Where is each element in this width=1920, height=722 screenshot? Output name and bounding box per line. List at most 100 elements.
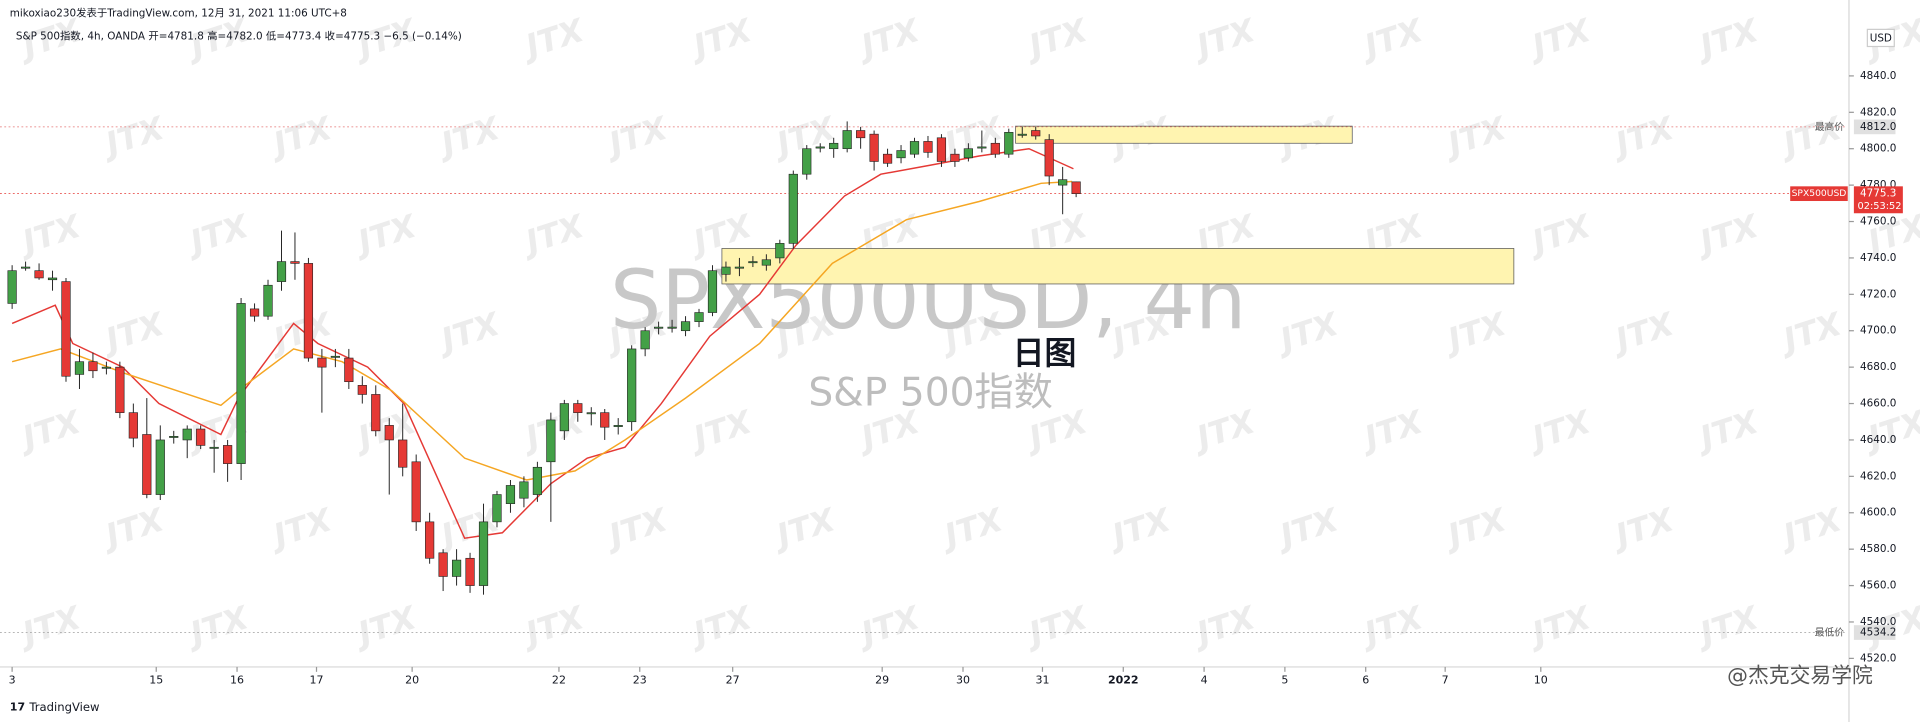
candle-body	[842, 130, 852, 150]
brand: TradingView	[28, 700, 99, 714]
candle-body	[1044, 139, 1054, 177]
candle-body	[61, 281, 71, 377]
candle-body	[47, 277, 58, 281]
candle-body	[276, 261, 287, 282]
candle-body	[546, 419, 556, 463]
candle-body	[344, 357, 354, 383]
candle-body	[34, 270, 44, 279]
candle-body	[519, 481, 529, 499]
symbol-box	[1790, 186, 1848, 202]
x-tick-label: 30	[956, 673, 970, 686]
credit: @杰克交易学院	[1727, 664, 1873, 688]
candle-body	[1058, 179, 1068, 186]
candle-body	[707, 270, 718, 313]
countdown: 02:53:52	[1858, 201, 1902, 212]
candle-body	[640, 330, 650, 350]
candle-body	[263, 284, 273, 317]
candle-body	[775, 243, 785, 259]
candle-body	[492, 494, 502, 523]
x-tick-label: 16	[230, 673, 244, 686]
x-tick-label: 10	[1534, 673, 1548, 686]
candle-body	[1004, 132, 1014, 155]
candle-body	[586, 412, 596, 415]
y-tick-label: 4560.0	[1860, 580, 1896, 592]
candle-body	[88, 361, 98, 372]
candle-body	[384, 425, 394, 441]
x-tick-label: 2022	[1108, 673, 1139, 686]
candle-body	[303, 263, 314, 359]
x-tick-label: 20	[405, 673, 419, 686]
candle-body	[734, 266, 745, 269]
price-line-label: 4812.0	[1860, 121, 1896, 133]
candle-body	[478, 521, 489, 586]
y-tick-label: 4820.0	[1860, 106, 1896, 118]
candle-body	[1017, 133, 1027, 136]
price-line-box	[1853, 119, 1896, 135]
candle-body	[357, 385, 367, 395]
currency-box	[1866, 28, 1895, 48]
candle-body	[182, 428, 192, 441]
y-tick-label: 4700.0	[1860, 325, 1896, 337]
candle-body	[613, 425, 623, 427]
candle-body	[249, 308, 260, 317]
candle-body	[290, 261, 300, 264]
y-tick-label: 4740.0	[1860, 252, 1896, 264]
candle-body	[438, 552, 448, 577]
candle-body	[694, 312, 704, 322]
price-line-box	[1853, 625, 1896, 640]
candle-body	[128, 412, 138, 439]
candle-body	[721, 266, 731, 275]
candle-body	[882, 153, 893, 164]
watermark-subtitle: S&P 500指数	[808, 371, 1053, 416]
candle-body	[371, 394, 381, 432]
candle-body	[74, 361, 85, 375]
y-tick-label: 4840.0	[1860, 70, 1896, 82]
candle-body	[101, 366, 111, 369]
candle-body	[856, 130, 866, 139]
candle-body	[7, 270, 17, 304]
candle-body	[600, 412, 610, 428]
candle-body	[209, 446, 219, 449]
candle-body	[20, 266, 31, 269]
candle-body	[532, 466, 542, 495]
x-tick-label: 22	[552, 673, 566, 686]
x-tick-label: 27	[726, 673, 740, 686]
y-tick-label: 4580.0	[1860, 543, 1896, 555]
x-tick-label: 7	[1442, 673, 1449, 686]
y-tick-label: 4780.0	[1860, 179, 1896, 191]
candle-body	[115, 366, 125, 413]
candle-body	[829, 142, 839, 150]
candle-body	[505, 485, 516, 504]
candle-body	[169, 436, 179, 438]
candle-body	[236, 303, 246, 464]
last-price-box	[1853, 186, 1903, 214]
symbol-label: SPX500USD	[1792, 188, 1847, 199]
x-tick-label: 3	[9, 673, 16, 686]
y-tick-label: 4540.0	[1860, 616, 1896, 628]
candle-body	[654, 326, 664, 329]
y-tick-label: 4520.0	[1860, 652, 1896, 664]
price-line-name: 最低价	[1815, 626, 1845, 639]
candle-body	[990, 142, 1000, 155]
candle-body	[909, 141, 920, 155]
candle-body	[748, 261, 758, 264]
x-tick-label: 5	[1281, 673, 1288, 686]
candle-body	[936, 137, 947, 162]
candle-body	[802, 148, 812, 175]
candle-body	[559, 403, 569, 432]
candle-body	[977, 146, 987, 149]
candle-body	[1031, 130, 1041, 137]
candle-body	[425, 521, 435, 559]
x-tick-label: 29	[875, 673, 889, 686]
candle-body	[896, 150, 906, 159]
candle-body	[196, 428, 206, 446]
candle-body	[317, 357, 327, 368]
candle-body	[680, 321, 691, 332]
candle-body	[627, 348, 637, 423]
y-tick-label: 4620.0	[1860, 470, 1896, 482]
last-price-label: 4775.3	[1860, 188, 1896, 200]
candle-body	[788, 173, 798, 244]
y-tick-label: 4660.0	[1860, 398, 1896, 410]
